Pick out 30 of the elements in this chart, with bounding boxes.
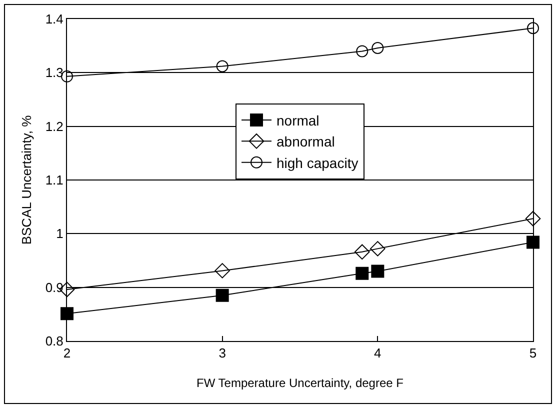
point — [216, 60, 228, 72]
y-tick-label: 1.2 — [45, 118, 64, 134]
y-tick-label: 1.1 — [45, 172, 64, 188]
x-tick-label: 4 — [374, 346, 382, 361]
y-tick-label: 0.9 — [45, 280, 64, 295]
point — [356, 266, 369, 280]
point — [354, 244, 370, 260]
legend-label: high capacity — [276, 154, 358, 171]
y-axis-title: BSCAL Uncertainty, % — [19, 114, 34, 245]
point — [527, 22, 539, 34]
point — [61, 70, 73, 82]
point — [525, 210, 541, 226]
point — [60, 307, 74, 320]
point — [526, 236, 540, 249]
y-tick-label: 1.3 — [45, 65, 64, 80]
point — [356, 45, 368, 58]
point — [370, 241, 386, 256]
y-tick-label: 0.8 — [45, 334, 64, 349]
x-tick-label: 5 — [529, 346, 537, 361]
point — [372, 42, 384, 54]
point — [214, 263, 230, 278]
x-tick-label: 2 — [63, 346, 71, 361]
y-tick-label: 1.4 — [45, 12, 64, 27]
y-tick-label: 1 — [56, 226, 64, 242]
point — [216, 288, 229, 302]
x-tick-label: 3 — [218, 346, 226, 361]
legend-label: normal — [276, 112, 320, 128]
x-axis-title: FW Temperature Uncertainty, degree F — [196, 376, 404, 390]
point — [371, 264, 384, 278]
legend-label: abnormal — [276, 134, 335, 150]
